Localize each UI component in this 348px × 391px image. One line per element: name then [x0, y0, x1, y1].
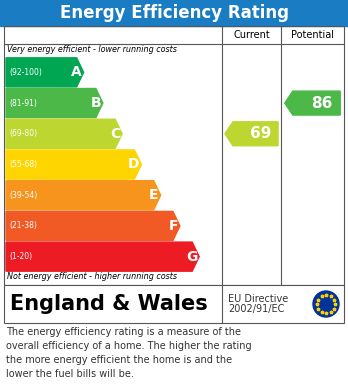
Text: (1-20): (1-20): [9, 252, 32, 261]
Text: B: B: [90, 96, 101, 110]
Polygon shape: [285, 91, 340, 115]
Polygon shape: [6, 119, 122, 148]
Text: G: G: [186, 249, 197, 264]
Polygon shape: [6, 212, 180, 240]
Text: (55-68): (55-68): [9, 160, 37, 169]
Text: Current: Current: [233, 30, 270, 40]
Polygon shape: [6, 181, 161, 210]
Circle shape: [313, 291, 339, 317]
Bar: [0, 0, 348, 26]
Text: (69-80): (69-80): [9, 129, 37, 138]
Polygon shape: [6, 242, 199, 271]
Text: England & Wales: England & Wales: [10, 294, 208, 314]
Polygon shape: [225, 122, 278, 146]
Text: overall efficiency of a home. The higher the rating: overall efficiency of a home. The higher…: [6, 341, 252, 351]
Polygon shape: [6, 88, 103, 118]
Text: (81-91): (81-91): [9, 99, 37, 108]
Polygon shape: [6, 150, 141, 179]
Text: The energy efficiency rating is a measure of the: The energy efficiency rating is a measur…: [6, 327, 241, 337]
Text: Energy Efficiency Rating: Energy Efficiency Rating: [60, 4, 288, 22]
Text: Not energy efficient - higher running costs: Not energy efficient - higher running co…: [7, 272, 177, 281]
Text: Potential: Potential: [291, 30, 334, 40]
Text: EU Directive: EU Directive: [228, 294, 288, 304]
Text: 2002/91/EC: 2002/91/EC: [228, 304, 284, 314]
Text: lower the fuel bills will be.: lower the fuel bills will be.: [6, 369, 134, 379]
Text: (92-100): (92-100): [9, 68, 42, 77]
Text: A: A: [71, 65, 82, 79]
Text: (21-38): (21-38): [9, 221, 37, 230]
Text: F: F: [168, 219, 178, 233]
Text: the more energy efficient the home is and the: the more energy efficient the home is an…: [6, 355, 232, 365]
Text: 69: 69: [250, 126, 271, 141]
Text: E: E: [149, 188, 159, 202]
Text: (39-54): (39-54): [9, 191, 37, 200]
Polygon shape: [6, 58, 84, 87]
Bar: [4, 285, 344, 323]
Text: C: C: [110, 127, 120, 141]
Text: Very energy efficient - lower running costs: Very energy efficient - lower running co…: [7, 45, 177, 54]
Text: 86: 86: [311, 95, 332, 111]
Text: D: D: [128, 158, 140, 172]
Bar: [4, 26, 344, 285]
